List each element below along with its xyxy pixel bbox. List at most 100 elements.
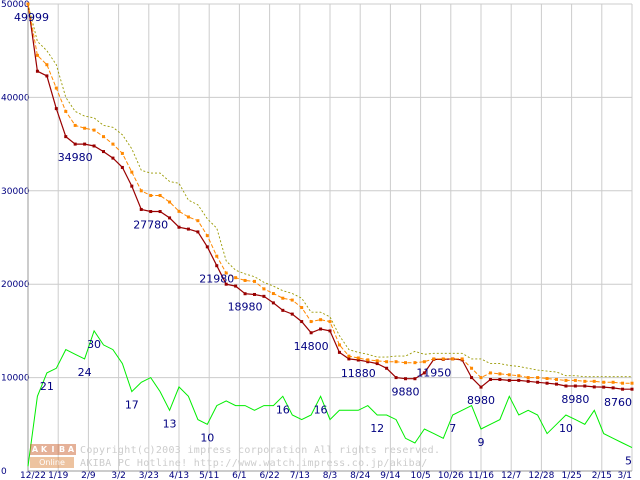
data-label: 8760 [604, 396, 632, 409]
data-point-avg_price [356, 356, 360, 360]
y-tick-label: 40000 [1, 93, 30, 103]
data-point-avg_price [215, 254, 219, 258]
series-line-shop_count [27, 329, 633, 467]
data-label: 5 [625, 455, 632, 468]
data-point-min_price [328, 329, 332, 333]
series-markers [26, 2, 634, 391]
chart-grid [27, 3, 633, 472]
data-point-avg_price [470, 366, 474, 370]
data-point-avg_price [158, 193, 162, 197]
x-tick-label: 11/16 [468, 471, 494, 480]
logo-letter: K [39, 444, 49, 455]
data-point-avg_price [196, 219, 200, 223]
data-point-min_price [498, 377, 502, 381]
logo-letter: A [66, 444, 76, 455]
data-point-min_price [300, 320, 304, 324]
data-point-min_price [347, 357, 351, 361]
data-point-avg_price [149, 193, 153, 197]
data-label: 8980 [467, 394, 495, 407]
y-tick-label: 10000 [1, 374, 30, 384]
data-point-min_price [35, 69, 39, 73]
data-point-avg_price [328, 320, 332, 324]
data-point-avg_price [177, 209, 181, 213]
x-tick-label: 1/25 [561, 471, 581, 480]
data-point-min_price [337, 350, 341, 354]
data-point-min_price [83, 142, 87, 146]
data-point-avg_price [337, 343, 341, 347]
data-point-avg_price [139, 189, 143, 193]
x-tick-label: 9/14 [380, 471, 400, 480]
data-point-avg_price [130, 170, 134, 174]
data-point-min_price [102, 150, 105, 154]
data-point-min_price [630, 387, 634, 391]
data-point-min_price [158, 210, 162, 214]
data-point-avg_price [621, 381, 625, 385]
data-label: 9 [478, 436, 485, 449]
x-tick-label: 3/23 [139, 471, 159, 480]
logo-letter: I [48, 444, 58, 455]
data-point-min_price [215, 264, 219, 268]
data-point-min_price [73, 142, 77, 146]
data-point-min_price [196, 230, 200, 234]
data-point-avg_price [92, 128, 96, 132]
data-point-avg_price [205, 234, 209, 238]
x-tick-label: 1/19 [48, 471, 68, 480]
data-point-min_price [130, 184, 134, 188]
data-point-avg_price [422, 360, 426, 364]
x-tick-label: 8/24 [350, 471, 370, 480]
series-line-max_price [27, 3, 632, 378]
data-point-avg_price [253, 279, 256, 283]
data-point-min_price [253, 292, 256, 296]
data-label: 11880 [341, 367, 376, 380]
data-point-avg_price [45, 63, 49, 67]
data-point-min_price [573, 384, 577, 388]
data-point-avg_price [309, 320, 313, 324]
data-label: 34980 [58, 151, 93, 164]
akiba-logo: A K I B A Online [30, 444, 76, 470]
x-tick-label: 12/22 [20, 471, 46, 480]
data-label: 16 [314, 403, 328, 416]
data-point-avg_price [271, 292, 275, 296]
data-point-avg_price [111, 142, 115, 146]
data-point-avg_price [555, 377, 558, 381]
x-tick-label: 8/3 [323, 471, 337, 480]
data-point-min_price [611, 386, 615, 390]
data-point-min_price [507, 378, 511, 382]
data-point-avg_price [432, 357, 436, 361]
data-point-min_price [290, 312, 294, 316]
data-point-min_price [479, 385, 483, 389]
data-label: 10 [559, 422, 573, 435]
data-point-avg_price [498, 372, 502, 376]
data-label: 49999 [14, 11, 49, 24]
x-tick-label: 5/11 [199, 471, 219, 480]
data-point-avg_price [186, 215, 190, 219]
data-point-avg_price [64, 109, 68, 113]
data-point-min_price [488, 377, 492, 381]
data-label: 18980 [228, 301, 263, 314]
data-point-min_price [356, 358, 360, 362]
data-point-avg_price [592, 379, 596, 383]
data-point-avg_price [83, 126, 87, 130]
data-point-avg_price [26, 2, 30, 6]
data-label: 14800 [294, 340, 329, 353]
data-point-avg_price [413, 361, 417, 365]
data-point-min_price [319, 327, 323, 331]
data-point-avg_price [526, 376, 530, 380]
x-tick-label: 12/28 [528, 471, 554, 480]
x-tick-label: 3/1 [618, 471, 632, 480]
data-point-avg_price [281, 296, 285, 300]
data-point-avg_price [479, 376, 483, 380]
logo-letter: B [57, 444, 67, 455]
data-point-avg_price [54, 86, 58, 90]
y-tick-label: 30000 [1, 187, 30, 197]
data-point-avg_price [611, 380, 615, 384]
data-point-avg_price [451, 357, 455, 361]
data-point-min_price [243, 292, 247, 296]
data-label: 24 [78, 366, 92, 379]
data-point-min_price [583, 384, 587, 388]
data-point-min_price [385, 366, 389, 370]
data-point-min_price [54, 107, 58, 111]
data-point-avg_price [564, 378, 568, 382]
data-point-min_price [309, 331, 313, 335]
data-point-avg_price [545, 377, 549, 381]
